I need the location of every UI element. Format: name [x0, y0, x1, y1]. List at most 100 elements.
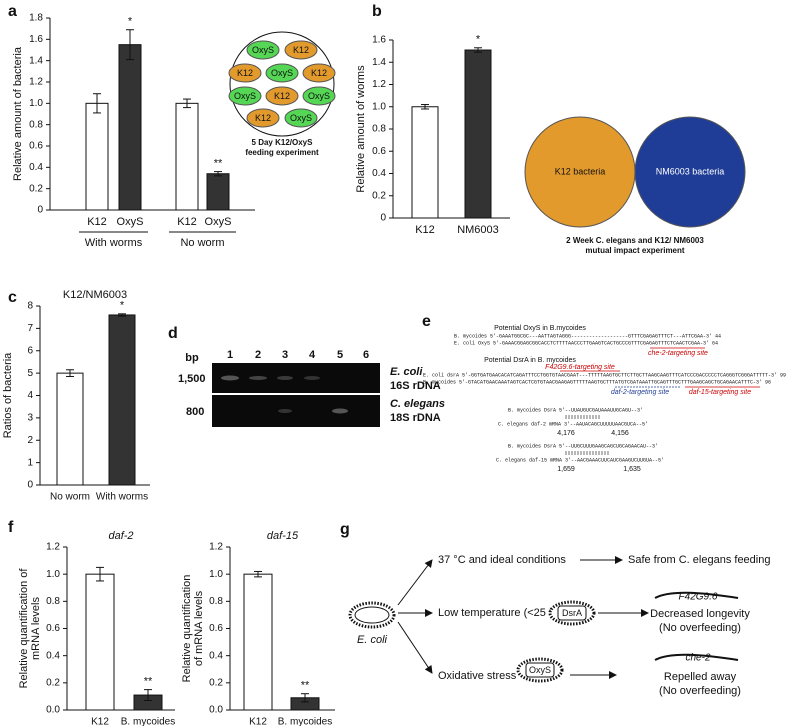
inset-caption: feeding experiment: [245, 148, 319, 157]
group-label: No worm: [180, 237, 224, 249]
colony: [228, 63, 262, 83]
bar: [243, 573, 273, 711]
target-label: C. elegans: [390, 398, 445, 410]
bar: [206, 173, 230, 211]
seq-row: E. coli dsrA 5'-GGTGATGAACACATCAGATTTCCT…: [423, 372, 786, 378]
bar: [411, 106, 439, 219]
inset-caption: mutual impact experiment: [585, 246, 684, 255]
x-tick-label: B. mycoides: [121, 717, 175, 726]
pairing: [565, 415, 600, 419]
rna-box: [525, 662, 555, 678]
y-tick-label: 2: [27, 435, 33, 446]
target-label: 16S rDNA: [390, 380, 441, 392]
outcome: Repelled away: [664, 671, 737, 683]
sequences: Potential OxyS in B.mycoides B. mycoides…: [423, 325, 786, 473]
y-tick-label: 0.4: [46, 650, 60, 661]
culture-label: K12 bacteria: [555, 166, 606, 176]
y-tick-label: 1.4: [372, 57, 386, 68]
bar: [464, 49, 492, 219]
colony-label: OxyS: [252, 45, 274, 55]
x-tick-label: K12: [91, 717, 109, 726]
outcome: Safe from C. elegans feeding: [628, 554, 770, 566]
x-tick-label: K12: [249, 717, 267, 726]
bar: [85, 102, 109, 211]
plate: [229, 31, 335, 137]
lane-label: 1: [227, 349, 233, 361]
y-tick-label: 0.4: [372, 168, 386, 179]
y-tick-label: 0.4: [29, 162, 43, 173]
significance: *: [476, 34, 481, 46]
y-tick-label: 7: [27, 323, 33, 334]
lane-label: 5: [337, 349, 343, 361]
x-tick-label: OxyS: [205, 216, 232, 228]
y-tick-label: 8: [27, 301, 33, 312]
gel-strip: [212, 363, 380, 393]
bar: [175, 102, 199, 211]
culture-label: NM6003 bacteria: [656, 166, 725, 176]
y-tick-label: 0.2: [372, 190, 386, 201]
condition: 37 °C and ideal conditions: [438, 554, 566, 566]
x-tick-label: OxyS: [117, 216, 144, 228]
y-tick-label: 0.6: [46, 623, 60, 634]
colony: [246, 40, 280, 60]
y-tick-label: 1.2: [46, 542, 60, 553]
lane-label: 2: [255, 349, 261, 361]
y-tick-label: 5: [27, 368, 33, 379]
y-tick-label: 1.6: [29, 34, 43, 45]
group-label: With worms: [85, 237, 143, 249]
gene-label: F42G9.6: [679, 592, 718, 603]
y-tick-label: 1.6: [372, 35, 386, 46]
significance: **: [214, 158, 223, 170]
y-tick-label: 0.2: [46, 677, 60, 688]
site-label: daf-2-targeting site: [611, 389, 669, 396]
y-tick-label: 0: [380, 213, 386, 224]
x-tick-label: K12: [415, 224, 435, 236]
x-tick-label: With worms: [96, 492, 148, 503]
gel-strip: [212, 395, 380, 427]
pair-row: B. mycoides DsrA 5'--UUAUGUCGAUAAAUUGCAG…: [508, 407, 643, 413]
y-axis-label: Relative amount of bacteria: [12, 46, 24, 181]
lane-label: 4: [309, 349, 316, 361]
outcome: (No overfeeding): [659, 685, 741, 697]
rna-label: OxyS: [529, 665, 551, 675]
colony: [284, 108, 318, 128]
y-tick-label: 0.6: [209, 623, 223, 634]
band: [332, 408, 348, 414]
y-tick-label: 0.6: [372, 146, 386, 157]
y-tick-label: 1: [27, 457, 33, 468]
chart-title: daf-15: [267, 530, 299, 542]
site-label: che-2-targeting site: [648, 350, 708, 357]
inset-caption: 2 Week C. elegans and K12/ NM6003: [566, 236, 704, 245]
size-label: 1,500: [178, 373, 206, 385]
condition: Low temperature (<25 °C): [438, 607, 565, 619]
y-tick-label: 0.6: [29, 141, 43, 152]
y-tick-label: 0.8: [29, 119, 43, 130]
y-tick-label: 1.0: [209, 569, 223, 580]
seq-row: E. coli OxyS 5'-GAAACGGAGCGGCACCTCTTTTAA…: [454, 340, 718, 346]
panel-label: a: [8, 3, 17, 20]
seq-row: B. mycoides 5'-GTACATGAACAAATAGTCACTCGTG…: [423, 379, 771, 385]
y-tick-label: 4: [27, 390, 33, 401]
y-tick-label: 1.8: [29, 13, 43, 24]
outcome: (No overfeeding): [659, 622, 741, 634]
site-label: F42G9.6-targeting site: [545, 364, 615, 371]
colony-label: OxyS: [234, 91, 256, 101]
y-tick-label: 1.0: [29, 98, 43, 109]
band: [221, 375, 239, 381]
y-tick-label: 6: [27, 345, 33, 356]
colony: [265, 63, 299, 83]
bacterium: [354, 606, 390, 624]
colony-label: OxyS: [308, 91, 330, 101]
colony: [302, 86, 336, 106]
colony: [265, 86, 299, 106]
bar: [118, 44, 142, 211]
site-label: daf-15-targeting site: [689, 389, 751, 396]
lane-label: 6: [363, 349, 369, 361]
y-tick-label: 1.2: [209, 542, 223, 553]
y-tick-label: 0.8: [46, 596, 60, 607]
x-tick-label: K12: [177, 216, 197, 228]
y-tick-label: 0.4: [209, 650, 223, 661]
y-tick-label: 0.0: [209, 705, 223, 716]
band: [249, 376, 267, 380]
lane-label: 3: [282, 349, 288, 361]
